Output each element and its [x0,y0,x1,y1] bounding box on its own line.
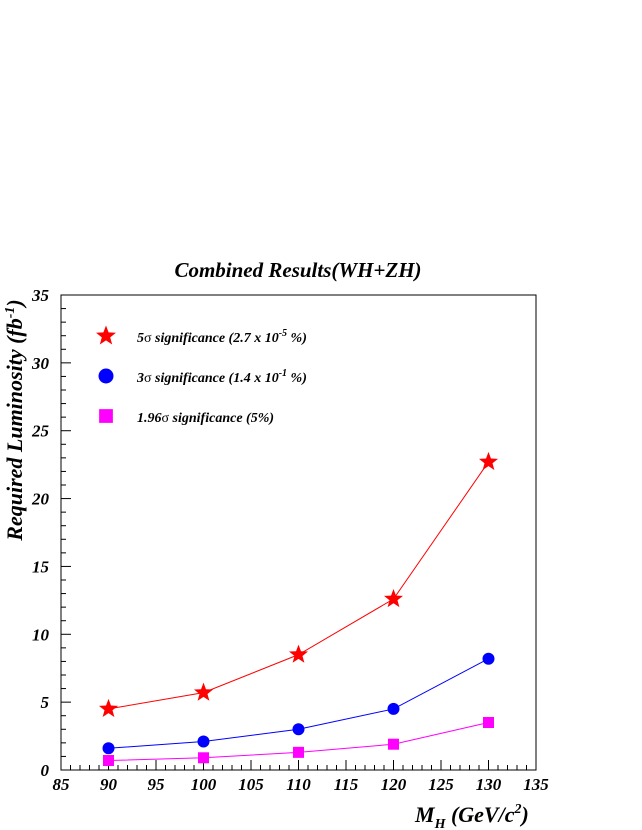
star-marker [96,325,116,345]
circle-marker [98,368,114,384]
x-tick-label: 105 [238,775,264,794]
legend: 5σ significance (2.7 x 10-5 %) 3σ signifi… [96,325,307,426]
x-tick-label: 120 [381,775,407,794]
chart-title: Combined Results(WH+ZH) [174,258,421,282]
star-marker [288,644,309,663]
square-marker [293,746,304,758]
circle-marker [387,702,400,715]
circle-marker [102,742,115,755]
plot-frame [60,294,537,771]
square-marker [483,717,494,728]
circle-marker [197,735,210,748]
y-tick-label: 10 [32,625,50,644]
x-tick-label: 125 [428,775,454,794]
circle-marker [482,652,495,665]
x-tick-label: 95 [148,775,166,794]
series-layer [98,451,499,766]
y-tick-label: 5 [41,693,50,712]
series-line [108,461,489,710]
square-marker [99,409,113,423]
x-tick-label: 135 [523,775,549,794]
y-tick-label: 15 [32,557,50,576]
x-axis: 85 90 95 100 105 110 115 120 125 130 135 [53,760,549,794]
y-tick-label: 30 [31,354,50,373]
x-tick-label: 100 [191,775,217,794]
star-marker [98,698,119,718]
y-tick-label: 25 [31,422,50,441]
star-marker [383,589,404,608]
legend-label: 1.96σ significance (5%) [137,411,274,426]
y-tick-label: 0 [41,761,50,780]
star-marker [478,451,499,471]
x-axis-label: MH (GeV/c2) [414,802,529,830]
x-tick-label: 115 [334,775,359,794]
square-marker [388,738,399,750]
legend-label: 5σ significance (2.7 x 10-5 %) [137,328,307,346]
y-axis-label: Required Luminosity (fb-1) [2,299,27,541]
series-square [103,717,494,766]
legend-label: 3σ significance (1.4 x 10-1 %) [136,368,307,386]
y-tick-label: 35 [31,286,50,305]
square-marker [198,752,209,764]
star-marker [193,682,214,701]
series-circle [102,652,495,755]
square-marker [103,755,114,766]
x-tick-label: 85 [53,775,71,794]
x-tick-label: 130 [476,775,502,794]
y-axis: 0 5 10 15 20 25 30 35 [31,286,71,780]
x-tick-label: 110 [286,775,311,794]
circle-marker [292,723,305,736]
series-star [98,451,499,718]
y-tick-label: 20 [31,490,50,509]
x-tick-label: 90 [100,775,118,794]
